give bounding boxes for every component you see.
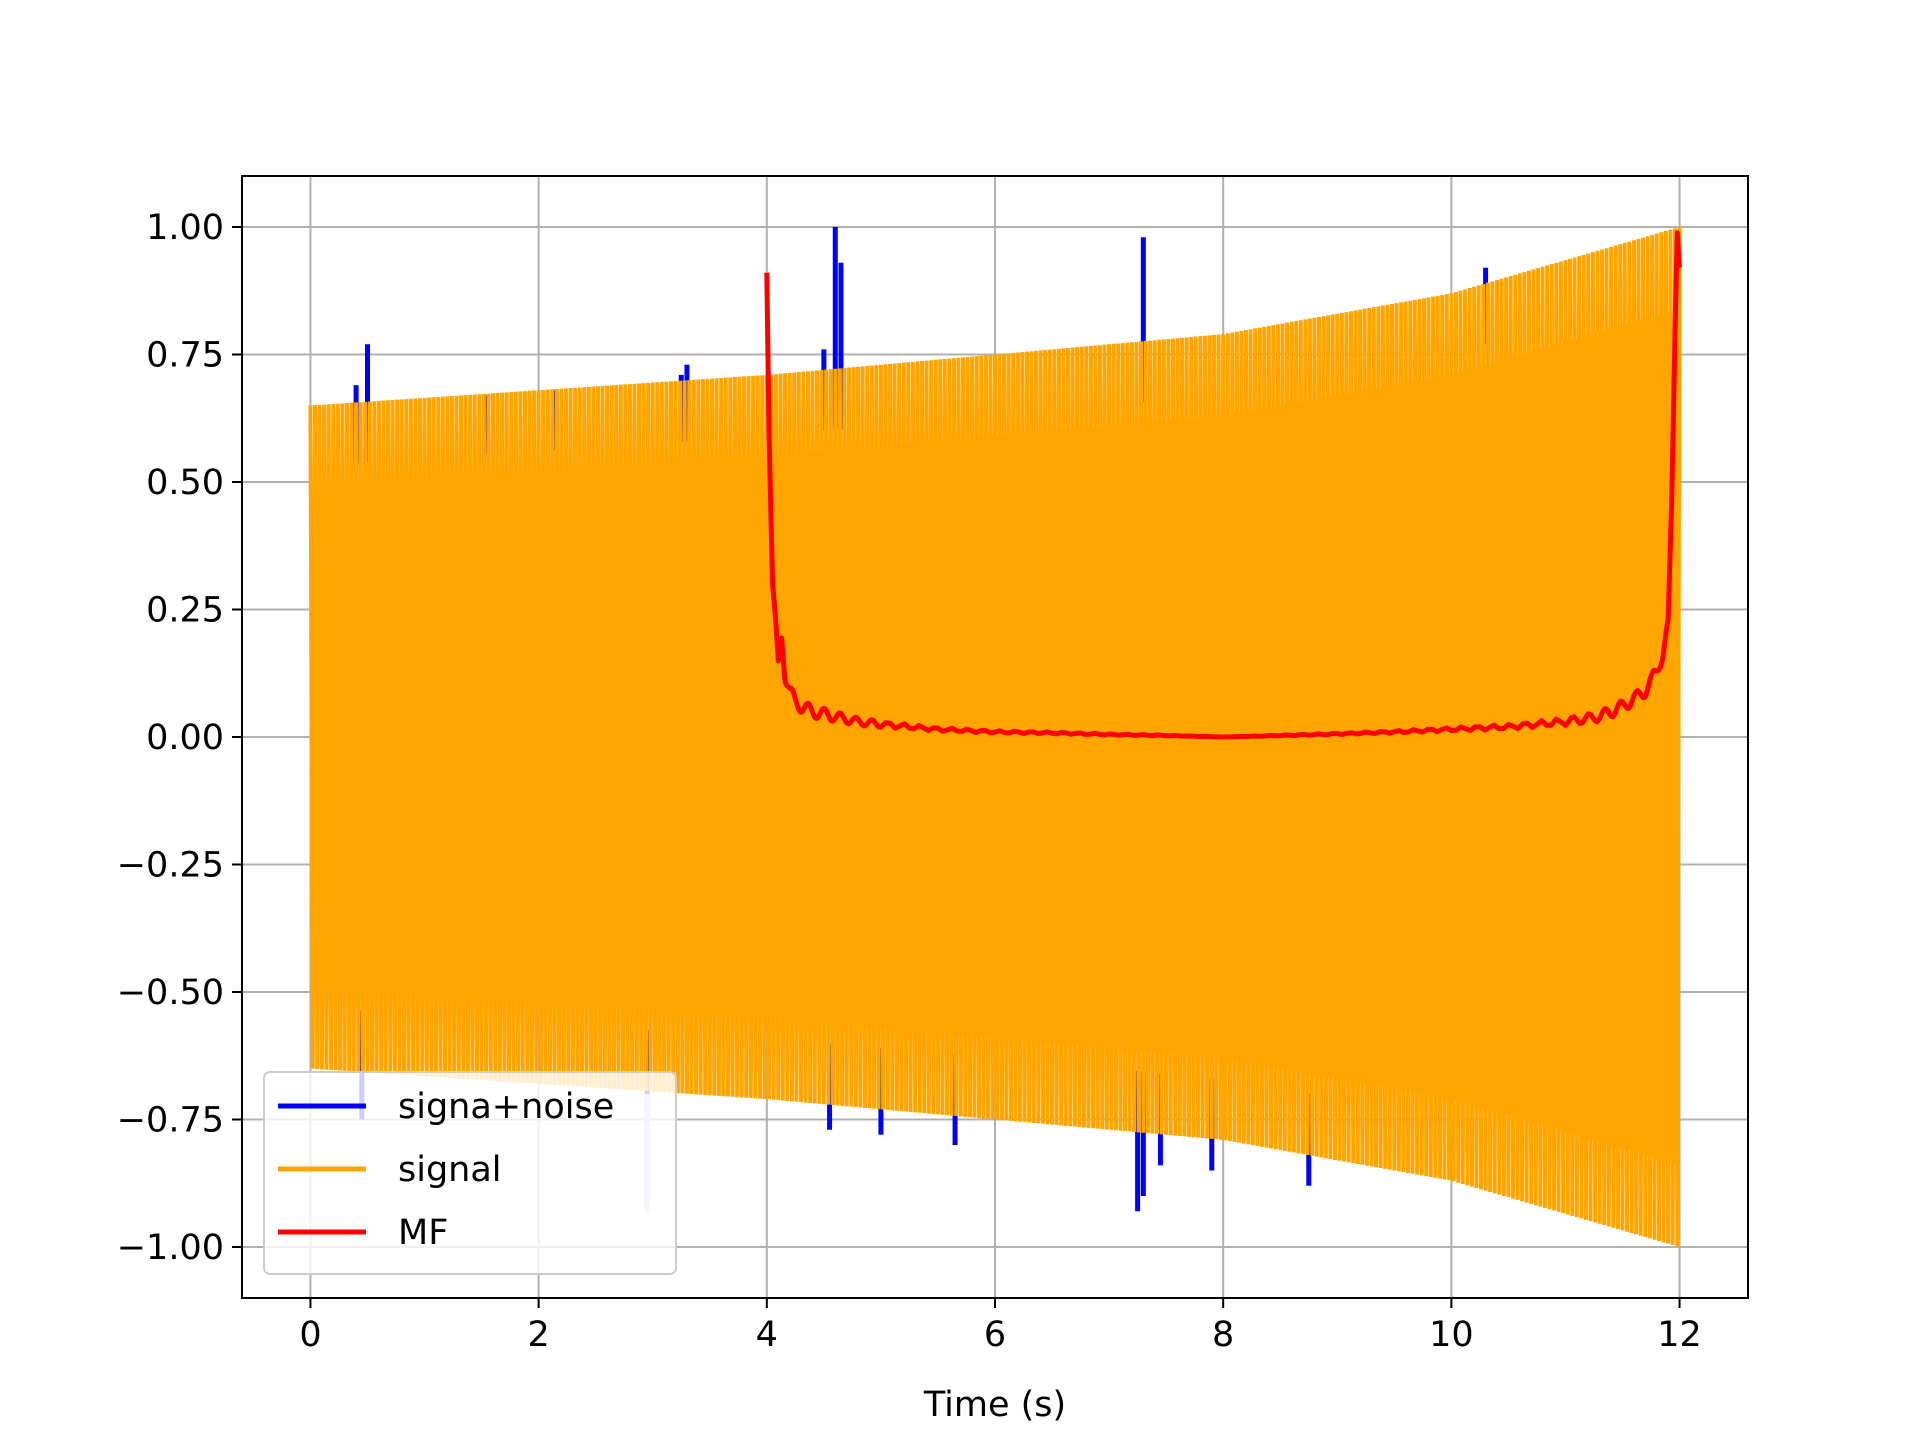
y-tick-label: 0.75	[146, 336, 224, 376]
x-tick-label: 12	[1657, 1315, 1702, 1355]
y-tick-label: −1.00	[117, 1228, 224, 1268]
y-tick-label: −0.50	[117, 973, 224, 1013]
plot-data	[308, 226, 1682, 1247]
legend-label: MF	[398, 1213, 448, 1253]
y-tick-label: 0.25	[146, 591, 224, 631]
x-tick-label: 10	[1429, 1315, 1474, 1355]
y-tick-label: −0.25	[117, 846, 224, 886]
y-tick-label: 1.00	[146, 208, 224, 248]
mf-line	[764, 230, 1682, 740]
x-tick-label: 0	[299, 1315, 321, 1355]
x-tick-label: 8	[1212, 1315, 1234, 1355]
legend: signa+noise signal MF	[263, 1071, 677, 1275]
signal-fill	[310, 308, 1680, 1166]
y-tick-label: 0.50	[146, 463, 224, 503]
x-tick-label: 2	[527, 1315, 549, 1355]
x-axis-label: Time (s)	[923, 1385, 1066, 1425]
x-tick-label: 4	[756, 1315, 778, 1355]
legend-label: signal	[398, 1150, 502, 1190]
x-tick-label: 6	[984, 1315, 1006, 1355]
y-tick-label: 0.00	[146, 718, 224, 758]
axis-ticks: 0 2 4 6 8 10 12 1.00 0.75 0.50 0.25 0.00 −0.25 −0.50 −…	[117, 208, 1702, 1355]
legend-box	[263, 1071, 677, 1275]
legend-label: signa+noise	[398, 1087, 614, 1127]
signal-line	[308, 226, 1682, 1247]
y-tick-label: −0.75	[117, 1101, 224, 1141]
